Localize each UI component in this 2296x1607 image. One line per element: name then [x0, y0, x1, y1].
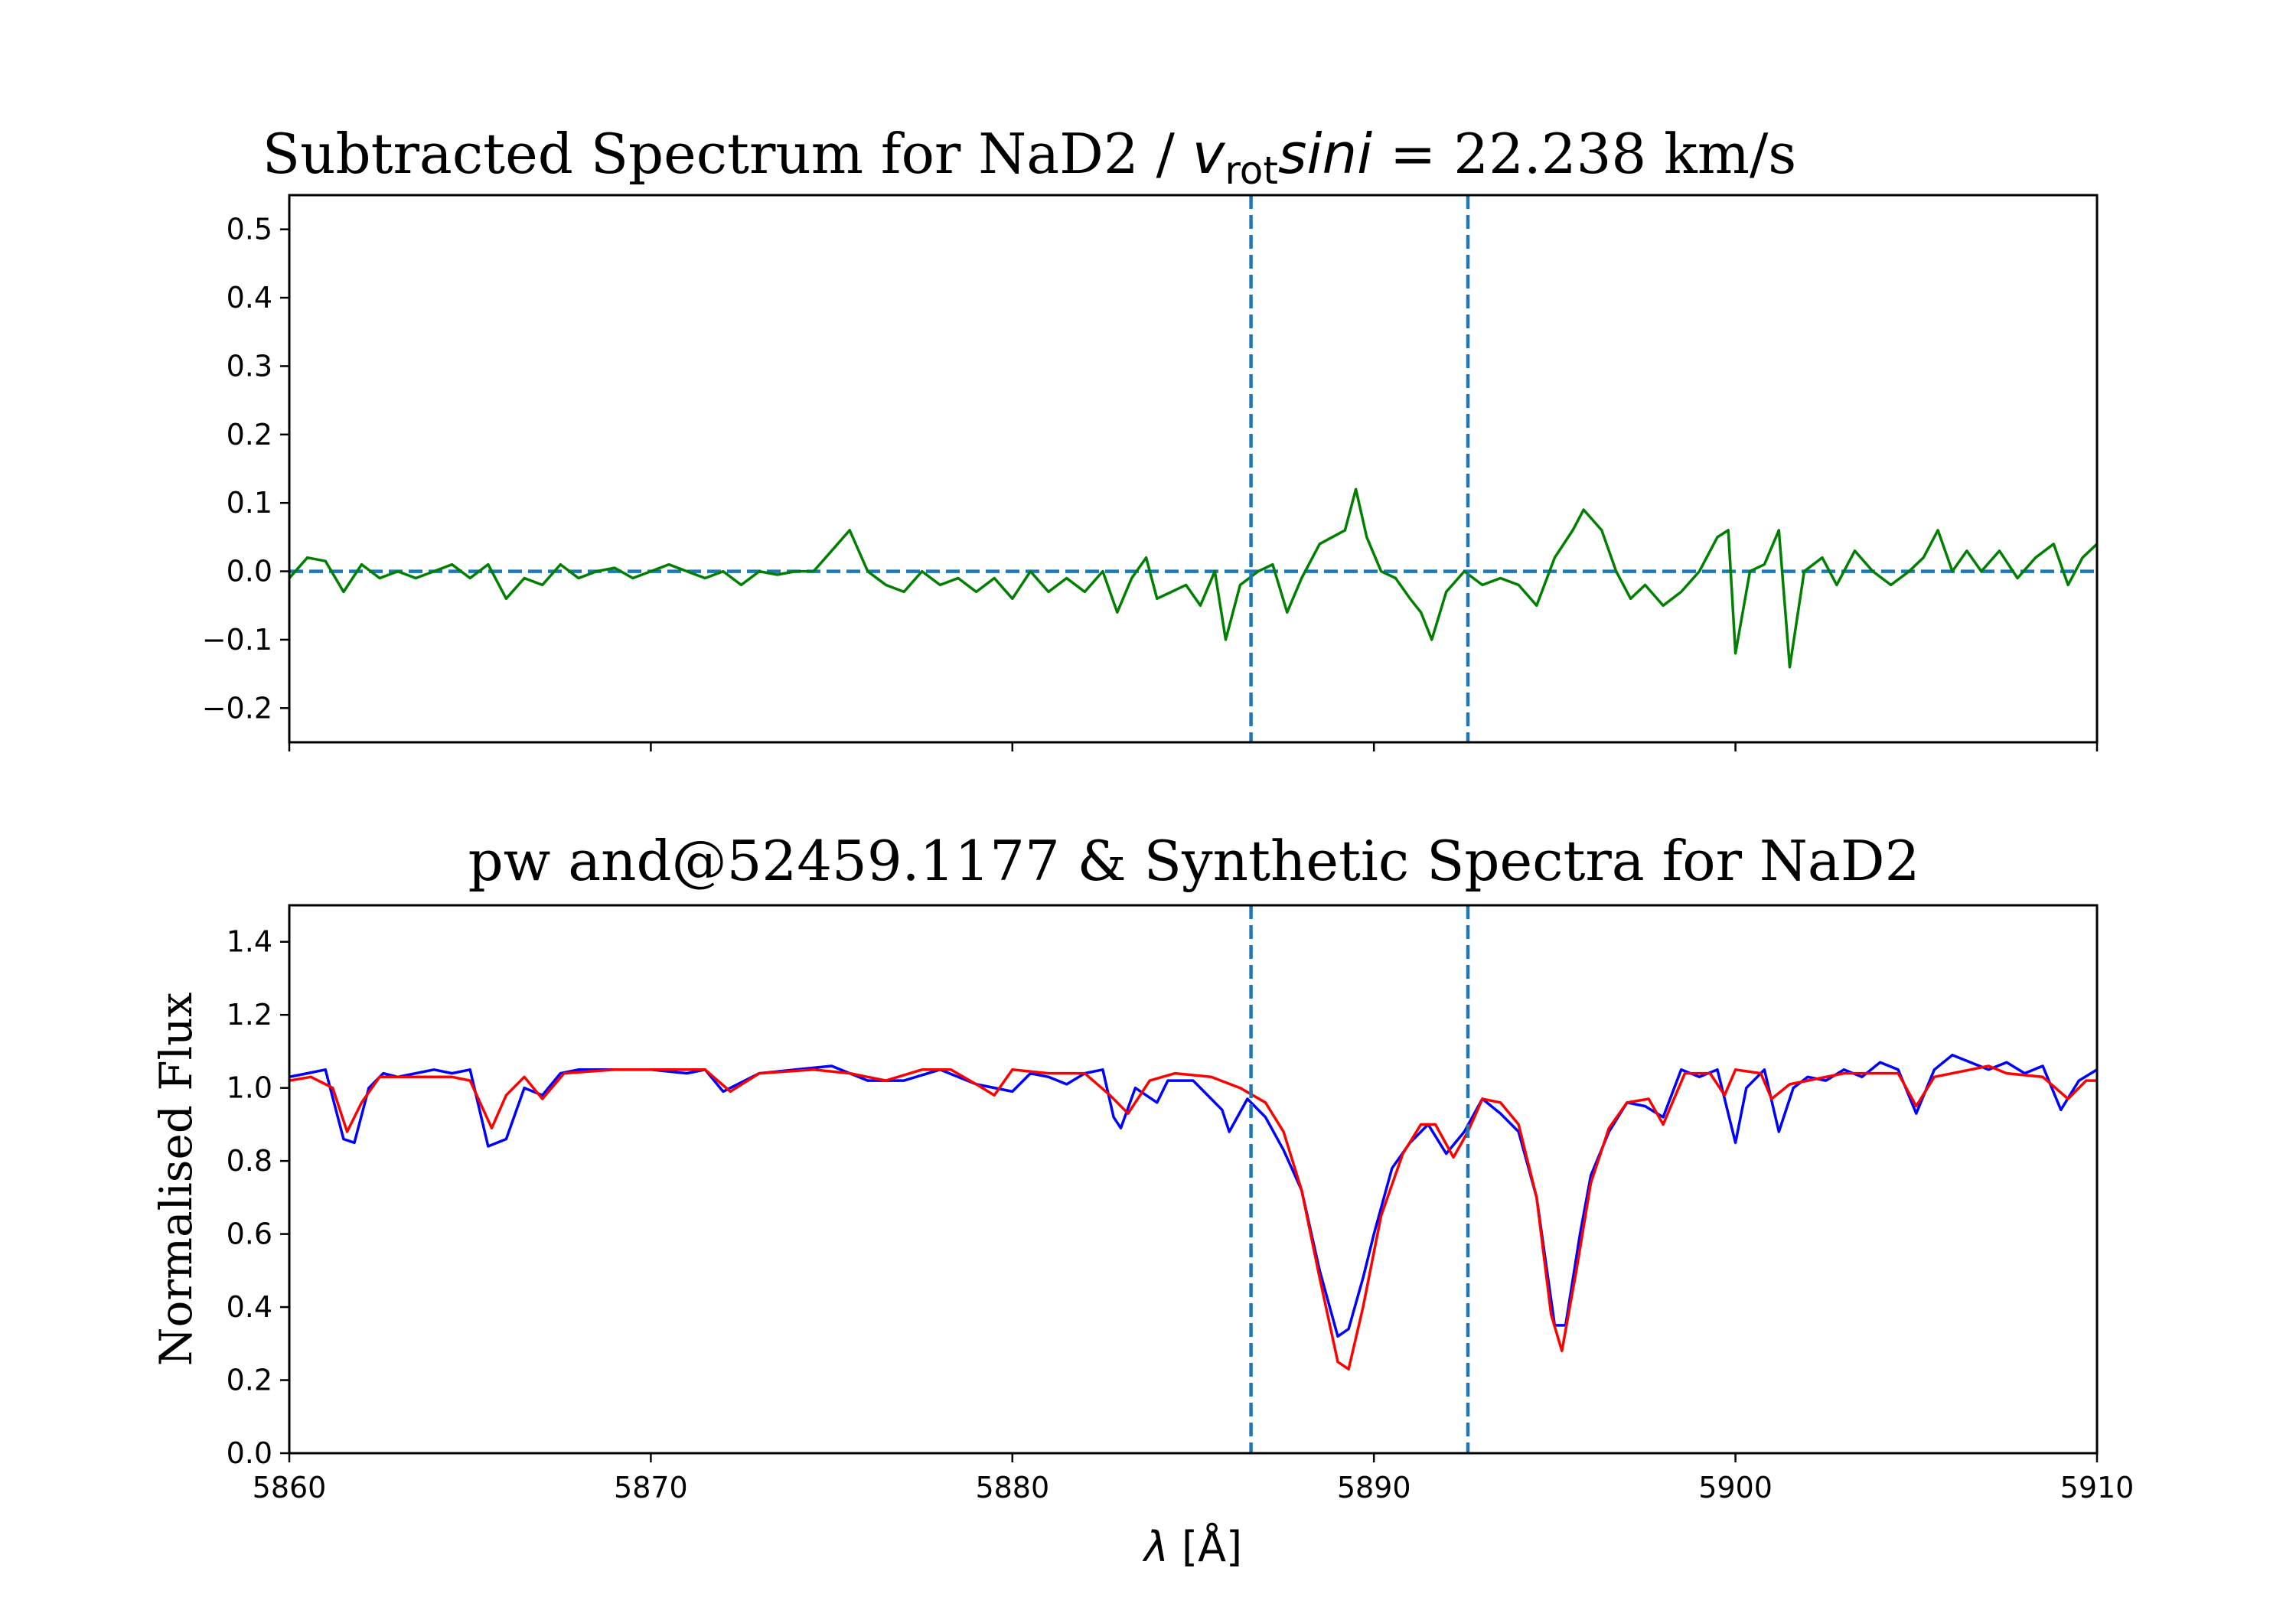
series-subtracted-line — [289, 487, 2097, 669]
bottom-axes-frame — [288, 904, 2099, 1455]
y-tick-label: −0.2 — [202, 691, 272, 725]
y-tick-label: 0.3 — [227, 349, 272, 383]
bottom-title: pw and@52459.1177 & Synthetic Spectra fo… — [468, 829, 1920, 893]
y-axis-label: Normalised Flux — [150, 993, 202, 1367]
y-tick-label: 0.0 — [227, 1436, 272, 1470]
series-synthetic-line — [289, 1064, 2097, 1371]
top-plot-area: −0.2 −0.1 0.0 0.1 0.2 0.3 0.4 0.5 — [202, 195, 2099, 751]
top-axes-frame — [288, 194, 2099, 744]
y-tick-label: 0.1 — [227, 486, 272, 520]
y-tick-label: 1.2 — [227, 998, 272, 1032]
bottom-plot-area: 0.0 0.2 0.4 0.6 0.8 1.0 1.2 1.4 5860 5870 5880 5890… — [227, 905, 2135, 1504]
y-tick-label: 1.0 — [227, 1071, 272, 1105]
x-tick-label: 5860 — [253, 1471, 327, 1504]
y-tick-label: 0.2 — [227, 418, 272, 451]
y-tick-label: 1.4 — [227, 925, 272, 959]
y-tick-label: 0.2 — [227, 1364, 272, 1397]
top-title: Subtracted Spectrum for NaD2 / vrotsini … — [263, 122, 1796, 193]
y-tick-label: 0.8 — [227, 1144, 272, 1178]
y-tick-label: 0.4 — [227, 281, 272, 315]
x-axis-label: λ [Å] — [1142, 1522, 1242, 1571]
x-tick-label: 5870 — [614, 1471, 688, 1504]
subtracted-spectrum-panel: Subtracted Spectrum for NaD2 / vrotsini … — [202, 122, 2099, 751]
x-tick-label: 5880 — [975, 1471, 1049, 1504]
observed-synthetic-panel: pw and@52459.1177 & Synthetic Spectra fo… — [150, 829, 2134, 1571]
series-observed-line — [289, 1053, 2097, 1338]
x-tick-label: 5910 — [2060, 1471, 2135, 1504]
y-tick-label: −0.1 — [202, 623, 272, 657]
y-tick-label: 0.4 — [227, 1290, 272, 1324]
x-tick-label: 5890 — [1337, 1471, 1411, 1504]
y-tick-label: 0.5 — [227, 213, 272, 246]
y-tick-label: 0.6 — [227, 1217, 272, 1251]
y-tick-label: 0.0 — [227, 555, 272, 588]
x-tick-label: 5900 — [1698, 1471, 1773, 1504]
